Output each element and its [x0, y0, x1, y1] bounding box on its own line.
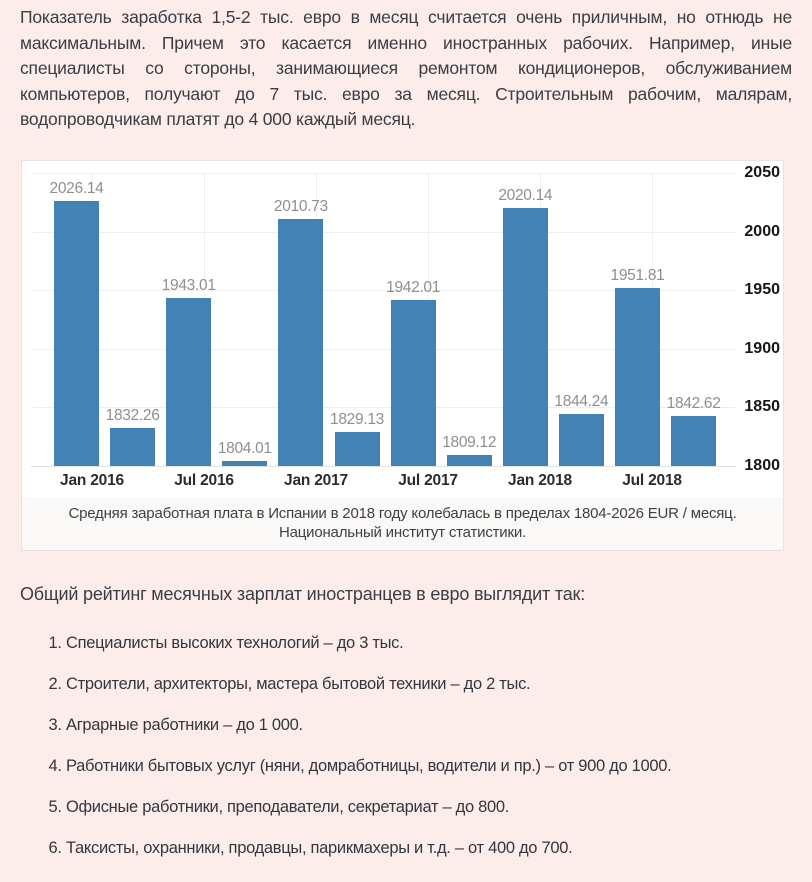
bar-value-label: 1832.26 — [105, 407, 160, 425]
bar — [502, 207, 548, 466]
bar-value-label: 1942.01 — [386, 278, 441, 296]
h-gridline — [31, 172, 736, 174]
y-axis-label: 1950 — [744, 281, 780, 299]
y-axis-label: 1850 — [744, 398, 780, 416]
bar-value-label: 1943.01 — [161, 277, 216, 295]
bar-value-label: 2026.14 — [49, 179, 104, 197]
list-item: Таксисты, охранники, продавцы, парикмахе… — [66, 839, 792, 857]
bar-value-label: 1809.12 — [442, 434, 497, 452]
h-gridline — [31, 465, 736, 467]
intro-paragraph: Показатель заработка 1,5-2 тыс. евро в м… — [20, 7, 792, 130]
list-item: Строители, архитекторы, мастера бытовой … — [66, 675, 792, 693]
h-gridline — [31, 231, 736, 233]
bar — [615, 288, 660, 466]
article: Показатель заработка 1,5-2 тыс. евро в м… — [0, 0, 812, 857]
h-gridline — [31, 407, 736, 409]
x-axis-label: Jul 2018 — [622, 471, 682, 489]
bar-value-label: 1842.62 — [666, 394, 721, 412]
x-axis-label: Jan 2016 — [60, 471, 124, 489]
chart-caption: Средняя заработная плата в Испании в 201… — [68, 504, 737, 541]
bar — [110, 428, 156, 466]
bar-value-label: 1829.13 — [330, 410, 384, 428]
bar — [446, 455, 492, 466]
bar — [390, 299, 436, 466]
bar — [558, 414, 604, 466]
x-axis-label: Jan 2018 — [508, 471, 572, 489]
y-axis-label: 2050 — [744, 163, 780, 181]
bar — [222, 461, 268, 466]
y-axis-label: 2000 — [744, 222, 780, 240]
bar-value-label: 2020.14 — [498, 186, 553, 204]
bar-value-label: 1844.24 — [554, 393, 609, 411]
list-item: Работники бытовых услуг (няни, домработн… — [66, 757, 792, 775]
list-item: Офисные работники, преподаватели, секрет… — [66, 798, 792, 816]
list-item: Аграрные работники – до 1 000. — [66, 716, 792, 734]
list-item: Специалисты высоких технологий – до 3 ты… — [66, 634, 792, 652]
h-gridline — [31, 290, 736, 292]
x-axis-label: Jul 2017 — [398, 471, 458, 489]
bar — [54, 200, 99, 466]
bar-value-label: 2010.73 — [273, 197, 328, 215]
ranking-list: Специалисты высоких технологий – до 3 ты… — [20, 634, 792, 857]
y-axis-label: 1800 — [744, 456, 780, 474]
bar-chart: 1800 1850 1900 1950 2000 2050 Jan 2016 Jul 2016… — [22, 160, 783, 497]
bar — [166, 298, 212, 466]
bar — [671, 415, 717, 466]
salary-chart-figure: 1800 1850 1900 1950 2000 2050 Jan 2016 Jul 2016… — [21, 159, 784, 551]
ranking-heading: Общий рейтинг месячных зарплат иностранц… — [20, 583, 585, 604]
h-gridline — [31, 348, 736, 350]
bar-value-label: 1951.81 — [610, 267, 665, 285]
x-axis-label: Jan 2017 — [284, 471, 348, 489]
bar — [334, 431, 380, 466]
bar — [278, 218, 324, 466]
y-axis-label: 1900 — [744, 339, 780, 357]
x-axis-label: Jul 2016 — [174, 471, 234, 489]
bar-value-label: 1804.01 — [217, 440, 272, 458]
